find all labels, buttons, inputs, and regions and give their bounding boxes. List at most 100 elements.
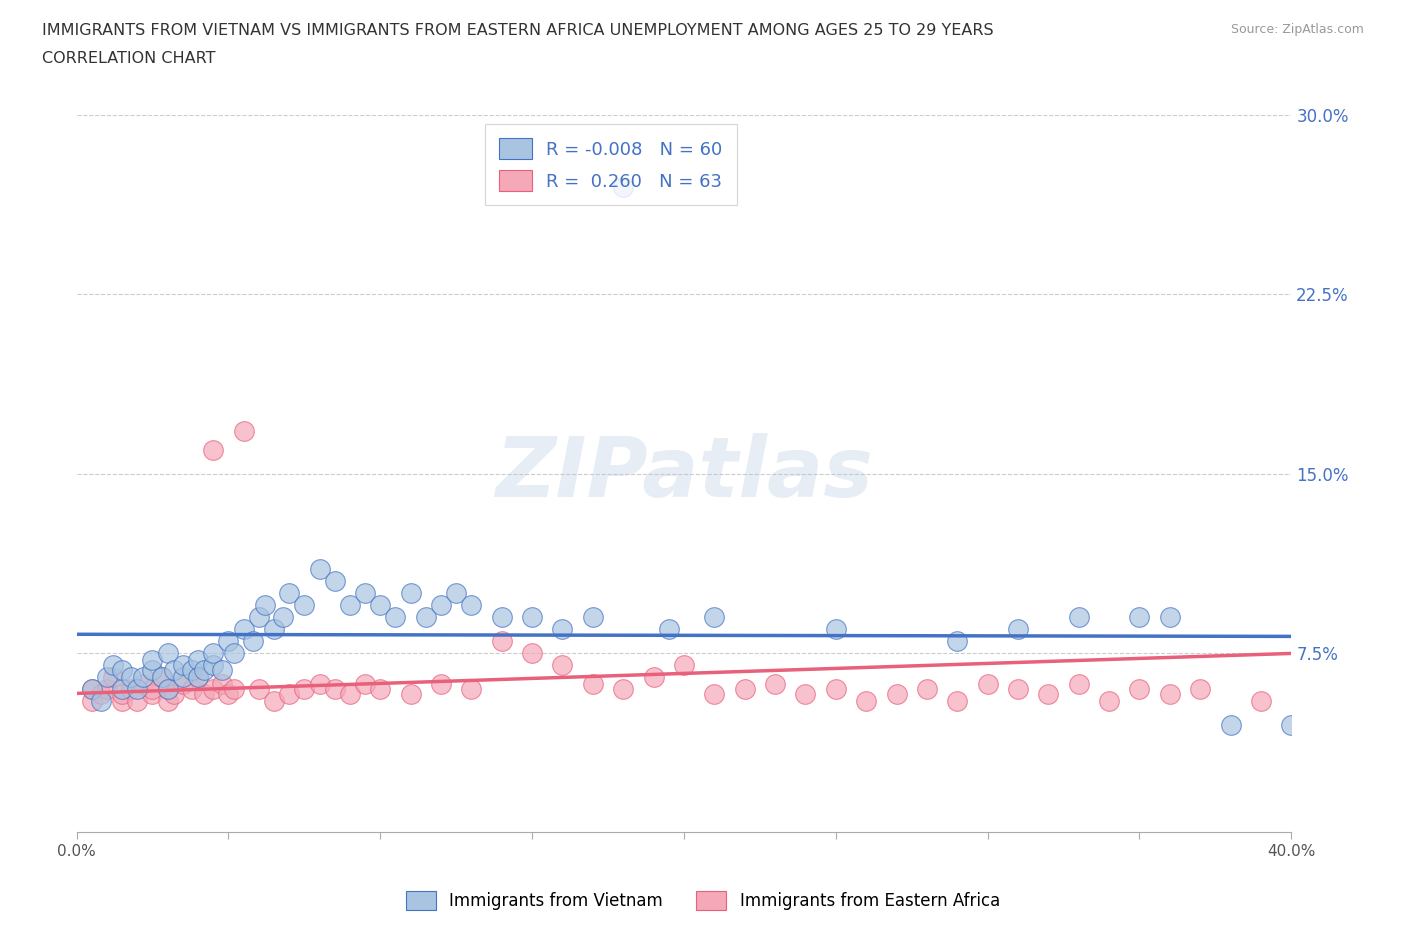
Point — [187, 670, 209, 684]
Point — [1038, 686, 1060, 701]
Point — [551, 621, 574, 636]
Point — [217, 686, 239, 701]
Point — [794, 686, 817, 701]
Point — [946, 694, 969, 709]
Point — [132, 677, 155, 692]
Point — [643, 670, 665, 684]
Point — [886, 686, 908, 701]
Point — [1189, 682, 1212, 697]
Point — [263, 621, 285, 636]
Point — [224, 645, 246, 660]
Point — [120, 670, 142, 684]
Point — [399, 686, 422, 701]
Point — [368, 682, 391, 697]
Point — [582, 610, 605, 625]
Point — [90, 694, 112, 709]
Text: CORRELATION CHART: CORRELATION CHART — [42, 51, 215, 66]
Point — [187, 670, 209, 684]
Point — [141, 653, 163, 668]
Point — [181, 682, 204, 697]
Point — [150, 670, 173, 684]
Point — [520, 610, 543, 625]
Point — [224, 682, 246, 697]
Point — [354, 677, 377, 692]
Point — [247, 682, 270, 697]
Point — [430, 677, 453, 692]
Point — [292, 682, 315, 697]
Point — [1219, 717, 1241, 732]
Point — [824, 621, 846, 636]
Point — [855, 694, 877, 709]
Point — [734, 682, 756, 697]
Point — [156, 682, 179, 697]
Point — [460, 682, 482, 697]
Point — [551, 658, 574, 672]
Point — [612, 682, 634, 697]
Point — [141, 662, 163, 677]
Point — [150, 670, 173, 684]
Point — [90, 686, 112, 701]
Point — [1007, 682, 1029, 697]
Point — [80, 682, 103, 697]
Point — [96, 670, 118, 684]
Point — [491, 610, 513, 625]
Point — [202, 658, 225, 672]
Point — [101, 658, 124, 672]
Point — [202, 645, 225, 660]
Point — [1067, 677, 1090, 692]
Point — [763, 677, 786, 692]
Point — [368, 598, 391, 613]
Point — [111, 662, 134, 677]
Point — [339, 598, 361, 613]
Point — [1159, 610, 1181, 625]
Point — [1067, 610, 1090, 625]
Point — [253, 598, 276, 613]
Text: Source: ZipAtlas.com: Source: ZipAtlas.com — [1230, 23, 1364, 36]
Legend: Immigrants from Vietnam, Immigrants from Eastern Africa: Immigrants from Vietnam, Immigrants from… — [399, 884, 1007, 917]
Point — [263, 694, 285, 709]
Point — [211, 662, 233, 677]
Point — [242, 633, 264, 648]
Point — [127, 694, 149, 709]
Point — [172, 670, 194, 684]
Point — [156, 645, 179, 660]
Point — [80, 694, 103, 709]
Point — [915, 682, 938, 697]
Point — [672, 658, 695, 672]
Point — [232, 621, 254, 636]
Point — [247, 610, 270, 625]
Point — [308, 677, 330, 692]
Point — [141, 686, 163, 701]
Point — [111, 686, 134, 701]
Point — [181, 662, 204, 677]
Point — [976, 677, 998, 692]
Point — [1128, 610, 1150, 625]
Point — [946, 633, 969, 648]
Legend: R = -0.008   N = 60, R =  0.260   N = 63: R = -0.008 N = 60, R = 0.260 N = 63 — [485, 124, 737, 206]
Point — [1098, 694, 1121, 709]
Point — [156, 694, 179, 709]
Point — [271, 610, 294, 625]
Point — [1007, 621, 1029, 636]
Point — [491, 633, 513, 648]
Point — [80, 682, 103, 697]
Point — [132, 670, 155, 684]
Point — [308, 562, 330, 577]
Point — [703, 686, 725, 701]
Point — [415, 610, 437, 625]
Point — [101, 670, 124, 684]
Point — [384, 610, 406, 625]
Point — [202, 443, 225, 458]
Point — [339, 686, 361, 701]
Point — [232, 423, 254, 438]
Point — [127, 682, 149, 697]
Point — [1279, 717, 1302, 732]
Point — [193, 686, 215, 701]
Point — [323, 682, 346, 697]
Point — [187, 653, 209, 668]
Point — [612, 179, 634, 194]
Point — [1250, 694, 1272, 709]
Point — [156, 682, 179, 697]
Point — [278, 586, 301, 601]
Point — [292, 598, 315, 613]
